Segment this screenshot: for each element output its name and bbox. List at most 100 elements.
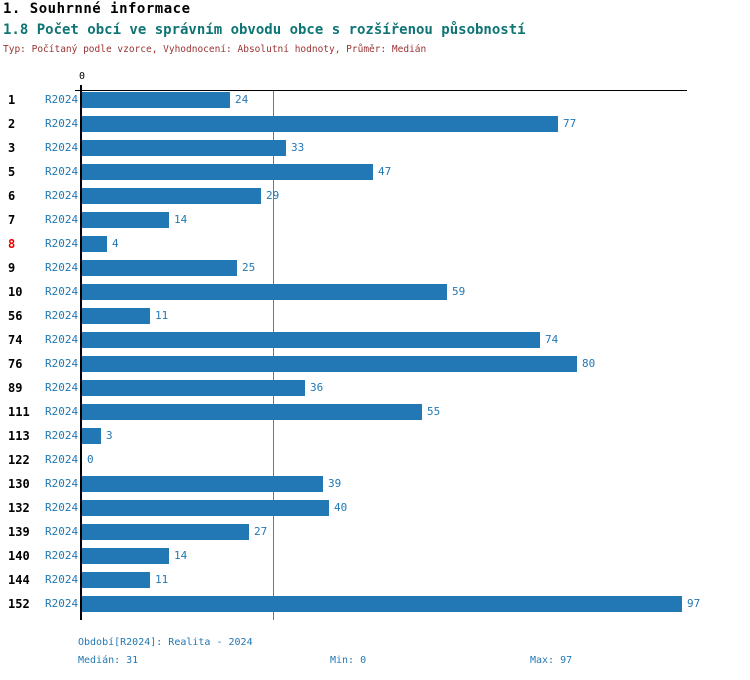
chart-row: 130 R2024 39 (0, 472, 750, 496)
chart-row: 139 R2024 27 (0, 520, 750, 544)
row-series-label: R2024 (45, 261, 79, 274)
bar-value-label: 27 (254, 525, 268, 538)
chart-row: 2 R2024 77 (0, 112, 750, 136)
bar-value-label: 97 (687, 597, 701, 610)
bar (82, 308, 150, 324)
bar-value-label: 59 (452, 285, 466, 298)
bar-value-label: 77 (563, 117, 577, 130)
row-series-label: R2024 (45, 381, 79, 394)
bar (82, 92, 230, 108)
bar-value-label: 55 (427, 405, 441, 418)
min-stat: Min: 0 (330, 655, 367, 666)
max-stat: Max: 97 (530, 655, 573, 666)
bar (82, 548, 169, 564)
chart-row: 76 R2024 80 (0, 352, 750, 376)
chart-row: 9 R2024 25 (0, 256, 750, 280)
row-series-label: R2024 (45, 93, 79, 106)
bar-value-label: 47 (378, 165, 392, 178)
chart-row: 6 R2024 29 (0, 184, 750, 208)
bar-value-label: 0 (87, 453, 94, 466)
bar-value-label: 11 (155, 309, 169, 322)
axis-tick (80, 85, 82, 90)
chart-row: 10 R2024 59 (0, 280, 750, 304)
row-series-label: R2024 (45, 309, 79, 322)
bar-value-label: 11 (155, 573, 169, 586)
chart-row: 132 R2024 40 (0, 496, 750, 520)
bar (82, 404, 422, 420)
row-category-label: 111 (8, 405, 30, 419)
row-category-label: 9 (8, 261, 16, 275)
chart-row: 140 R2024 14 (0, 544, 750, 568)
chart-row: 144 R2024 11 (0, 568, 750, 592)
row-series-label: R2024 (45, 525, 79, 538)
row-category-label: 6 (8, 189, 16, 203)
chart-row: 56 R2024 11 (0, 304, 750, 328)
row-series-label: R2024 (45, 453, 79, 466)
bar-value-label: 40 (334, 501, 348, 514)
bar (82, 596, 682, 612)
report-subtitle: 1.8 Počet obcí ve správním obvodu obce s… (3, 22, 526, 38)
row-series-label: R2024 (45, 597, 79, 610)
bar-value-label: 4 (112, 237, 119, 250)
chart-row: 3 R2024 33 (0, 136, 750, 160)
bar (82, 524, 249, 540)
chart-row: 89 R2024 36 (0, 376, 750, 400)
row-category-label: 7 (8, 213, 16, 227)
row-series-label: R2024 (45, 189, 79, 202)
row-category-label: 76 (8, 357, 23, 371)
bar-value-label: 25 (242, 261, 256, 274)
row-series-label: R2024 (45, 429, 79, 442)
row-series-label: R2024 (45, 237, 79, 250)
row-category-label: 10 (8, 285, 23, 299)
chart-row: 7 R2024 14 (0, 208, 750, 232)
row-category-label: 89 (8, 381, 23, 395)
row-category-label: 113 (8, 429, 30, 443)
row-category-label: 5 (8, 165, 16, 179)
row-category-label: 2 (8, 117, 16, 131)
bar (82, 476, 323, 492)
row-category-label: 74 (8, 333, 23, 347)
row-category-label: 130 (8, 477, 30, 491)
bar-value-label: 14 (174, 549, 188, 562)
period-label: Období[R2024]: Realita - 2024 (78, 637, 253, 648)
bar (82, 500, 329, 516)
bar (82, 284, 447, 300)
bar (82, 188, 261, 204)
bar-value-label: 29 (266, 189, 280, 202)
row-series-label: R2024 (45, 549, 79, 562)
bar (82, 236, 107, 252)
row-series-label: R2024 (45, 405, 79, 418)
bar-value-label: 74 (545, 333, 559, 346)
chart-row: 1 R2024 24 (0, 88, 750, 112)
bar (82, 140, 286, 156)
row-series-label: R2024 (45, 213, 79, 226)
chart-row: 8 R2024 4 (0, 232, 750, 256)
row-category-label: 1 (8, 93, 16, 107)
row-category-label: 56 (8, 309, 23, 323)
bar (82, 164, 373, 180)
bar-value-label: 14 (174, 213, 188, 226)
row-category-label: 122 (8, 453, 30, 467)
row-series-label: R2024 (45, 573, 79, 586)
chart-row: 5 R2024 47 (0, 160, 750, 184)
chart-row: 152 R2024 97 (0, 592, 750, 616)
report-meta-line: Typ: Počítaný podle vzorce, Vyhodnocení:… (3, 44, 427, 55)
row-series-label: R2024 (45, 141, 79, 154)
bar (82, 380, 305, 396)
chart-row: 113 R2024 3 (0, 424, 750, 448)
bar-value-label: 80 (582, 357, 596, 370)
row-series-label: R2024 (45, 165, 79, 178)
row-series-label: R2024 (45, 357, 79, 370)
median-line (273, 91, 274, 620)
chart-row: 111 R2024 55 (0, 400, 750, 424)
chart-row: 122 R2024 0 (0, 448, 750, 472)
bar (82, 572, 150, 588)
bar (82, 212, 169, 228)
row-category-label: 132 (8, 501, 30, 515)
row-category-label: 8 (8, 237, 16, 251)
row-series-label: R2024 (45, 477, 79, 490)
row-category-label: 144 (8, 573, 30, 587)
row-category-label: 140 (8, 549, 30, 563)
row-series-label: R2024 (45, 333, 79, 346)
